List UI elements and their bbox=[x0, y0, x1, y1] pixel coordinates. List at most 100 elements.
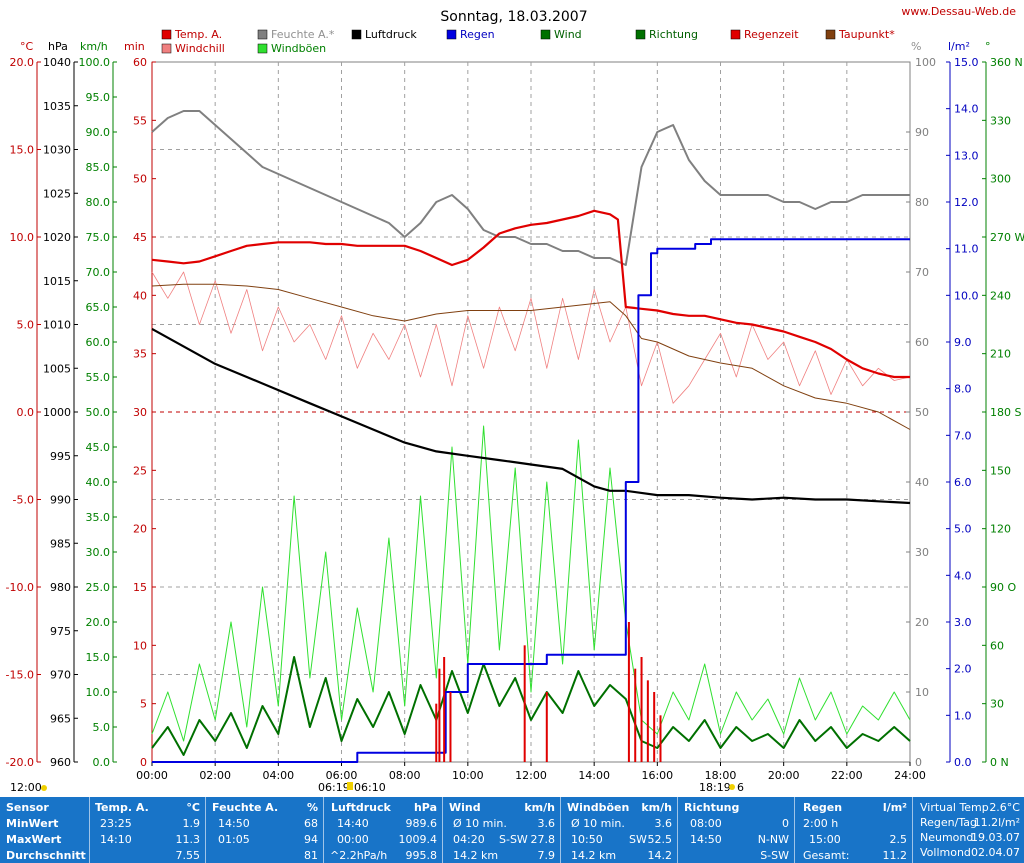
unit-min: min bbox=[124, 40, 145, 53]
pressure-axis-label-0: 1040 bbox=[43, 56, 71, 69]
sunset-label: 18:19 bbox=[699, 781, 731, 794]
stats-temp-max-val: 11.3 bbox=[175, 833, 201, 846]
x-label-9: 18:00 bbox=[705, 769, 737, 782]
wind-axis-label-15: 25.0 bbox=[86, 581, 111, 594]
axis-units: °C hPa km/h min% l/m² ° bbox=[20, 40, 991, 53]
wind-axis-label-18: 10.0 bbox=[86, 686, 111, 699]
min-axis-label-10: 10 bbox=[133, 639, 147, 652]
stats-extra-rainday-val: 11.2l/m² bbox=[973, 816, 1020, 829]
humidity-axis-label-10: 0 bbox=[915, 756, 922, 769]
grid bbox=[151, 61, 911, 763]
wind-axis-label-11: 45.0 bbox=[86, 441, 111, 454]
legend-label-4: Luftdruck bbox=[365, 28, 417, 41]
wind-axis-label-0: 100.0 bbox=[79, 56, 111, 69]
chart-title: Sonntag, 18.03.2007 bbox=[440, 9, 587, 25]
stats-header-pressure: Luftdruck bbox=[331, 801, 391, 814]
stats-col-temp: Temp. A. °C 23:25 1.9 14:10 11.3 7.55 bbox=[89, 797, 206, 863]
wind-axis-label-14: 30.0 bbox=[86, 546, 111, 559]
legend-label-8: Regenzeit bbox=[744, 28, 799, 41]
pressure-axis-label-4: 1020 bbox=[43, 231, 71, 244]
temp-axis-label-5: -5.0 bbox=[13, 494, 34, 507]
stats-col-extra: Virtual Temp 2.6°C Regen/Tag 11.2l/m² Ne… bbox=[912, 797, 1024, 863]
x-label-0: 00:00 bbox=[136, 769, 168, 782]
unit-temp: °C bbox=[20, 40, 34, 53]
series-layer bbox=[151, 110, 911, 763]
humidity-axis-label-1: 90 bbox=[915, 126, 929, 139]
direction-axis-label-9: 90 O bbox=[990, 581, 1016, 594]
wind-axis-label-1: 95.0 bbox=[86, 91, 111, 104]
pressure-axis-label-14: 970 bbox=[50, 669, 71, 682]
stats-header-gusts: Windböen bbox=[567, 801, 630, 814]
temp-axis-label-8: -20.0 bbox=[6, 756, 34, 769]
legend-label-9: Taupunkt* bbox=[838, 28, 895, 41]
pressure-axis-label-5: 1015 bbox=[43, 275, 71, 288]
rain-time-bar-5 bbox=[545, 692, 548, 762]
wind-axis-label-12: 40.0 bbox=[86, 476, 111, 489]
legend-swatch-9 bbox=[825, 29, 836, 40]
stats-header-temp: Temp. A. bbox=[95, 801, 149, 814]
legend-swatch-5 bbox=[446, 29, 457, 40]
stats-gust-r2-dir: SW bbox=[629, 833, 647, 846]
rain-axis-label-5: 10.0 bbox=[954, 289, 979, 302]
site-link[interactable]: www.Dessau-Web.de bbox=[901, 5, 1016, 18]
x-axis: 00:00 02:00 04:00 06:00 08:00 10:00 12:00 14:00… bbox=[136, 762, 926, 782]
wind-axis-label-7: 65.0 bbox=[86, 301, 111, 314]
legend-swatch-2 bbox=[257, 29, 268, 40]
direction-axis-label-7: 150 bbox=[990, 464, 1011, 477]
stats-col-direction: Richtung 08:00 0 14:50 N-NW S-SW bbox=[677, 797, 795, 863]
stats-gust-r2-val: 52.5 bbox=[647, 833, 673, 846]
rain-axis-label-12: 3.0 bbox=[954, 616, 972, 629]
legend-label-0: Temp. A. bbox=[174, 28, 222, 41]
legend-label-3: Windböen bbox=[271, 42, 326, 55]
direction-axis-label-12: 0 N bbox=[990, 756, 1009, 769]
x-label-7: 14:00 bbox=[578, 769, 610, 782]
wind-axis-label-9: 55.0 bbox=[86, 371, 111, 384]
stats-press-max-time: 00:00 bbox=[337, 833, 369, 846]
wind-axis-label-17: 15.0 bbox=[86, 651, 111, 664]
min-axis-label-0: 60 bbox=[133, 56, 147, 69]
stats-wind-r2-val: 27.8 bbox=[530, 833, 556, 846]
stats-dir-max-val: N-NW bbox=[757, 833, 789, 846]
stats-extra-newmoon-val: 19.03.07 bbox=[971, 831, 1020, 844]
stats-hum-min-time: 14:50 bbox=[218, 817, 250, 830]
min-axis-label-3: 45 bbox=[133, 231, 147, 244]
stats-temp-min-time: 23:25 bbox=[100, 817, 132, 830]
series-line-3 bbox=[151, 283, 911, 430]
stats-wind-r1-val: 3.6 bbox=[537, 817, 556, 830]
rain-axis-label-7: 8.0 bbox=[954, 383, 972, 396]
stats-col-humidity: Feuchte A. % 14:50 68 01:05 94 81 bbox=[205, 797, 324, 863]
stats-wind-r2-dir: S-SW bbox=[499, 833, 528, 846]
pressure-axis-label-12: 980 bbox=[50, 581, 71, 594]
legend-label-5: Regen bbox=[460, 28, 495, 41]
stats-header-sensor: Sensor bbox=[6, 801, 49, 814]
x-label-4: 08:00 bbox=[389, 769, 421, 782]
stats-gust-r3-dist: 14.2 km bbox=[571, 849, 617, 862]
sun-markers: 12:00 06:19 06:10 18:19 6 bbox=[10, 781, 744, 794]
temp-axis-label-7: -15.0 bbox=[6, 669, 34, 682]
pressure-axis-label-15: 965 bbox=[50, 712, 71, 725]
x-label-6: 12:00 bbox=[515, 769, 547, 782]
legend-label-1: Windchill bbox=[175, 42, 225, 55]
unit-pressure: hPa bbox=[48, 40, 68, 53]
rain-axis-label-14: 1.0 bbox=[954, 709, 972, 722]
weather-chart: Sonntag, 18.03.2007 www.Dessau-Web.de Te… bbox=[6, 5, 1024, 794]
series-line-2 bbox=[151, 110, 910, 266]
stats-header-direction: Richtung bbox=[684, 801, 740, 814]
min-axis-label-4: 40 bbox=[133, 289, 147, 302]
wind-axis-label-20: 0.0 bbox=[93, 756, 111, 769]
legend-label-2: Feuchte A.* bbox=[271, 28, 335, 41]
stats-rain-max-val: 2.5 bbox=[889, 833, 908, 846]
stats-extra-fullmoon-label: Vollmond bbox=[920, 846, 971, 859]
rain-axis-label-15: 0.0 bbox=[954, 756, 972, 769]
pressure-axis-label-6: 1010 bbox=[43, 319, 71, 332]
stats-label-min: MinWert bbox=[6, 817, 59, 830]
wind-axis-label-6: 70.0 bbox=[86, 266, 111, 279]
stats-gust-r3-val: 14.2 bbox=[647, 849, 673, 862]
stats-unit-wind: km/h bbox=[524, 801, 555, 814]
rain-time-bar-8 bbox=[640, 657, 643, 762]
legend-swatch-4 bbox=[351, 29, 362, 40]
stats-gust-r1-val: 3.6 bbox=[654, 817, 673, 830]
pressure-axis-label-10: 990 bbox=[50, 494, 71, 507]
rain-axis-label-1: 14.0 bbox=[954, 103, 979, 116]
rain-time-bar-0 bbox=[435, 703, 438, 762]
